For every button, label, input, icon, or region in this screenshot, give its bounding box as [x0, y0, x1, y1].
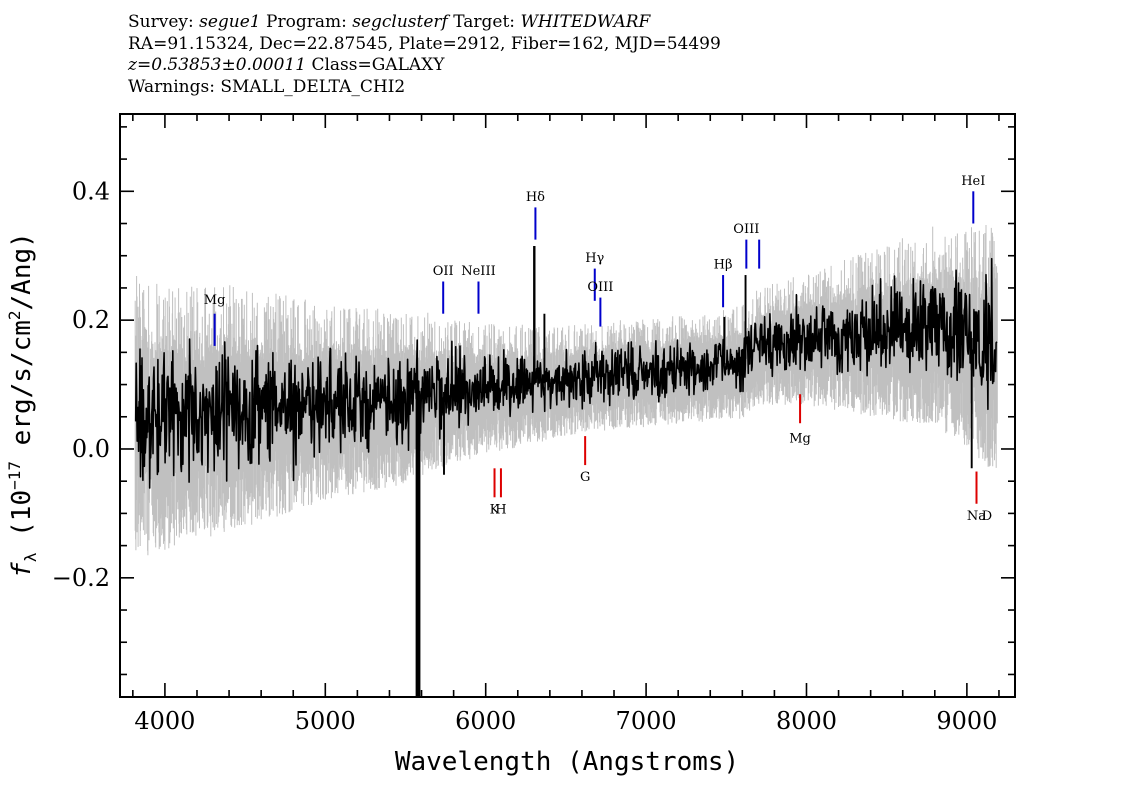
- emission-line-label: OII: [433, 264, 454, 279]
- survey-label: Survey:: [128, 12, 200, 32]
- flux-series: [134, 257, 998, 489]
- absorption-line-label: K: [490, 502, 500, 517]
- plot-frame: [119, 113, 1016, 698]
- absorption-line-label: D: [982, 509, 992, 524]
- x-tick-label: 4000: [134, 707, 195, 735]
- y-axis-f: f: [7, 562, 37, 578]
- x-tick-label: 8000: [776, 707, 837, 735]
- spectrum-header: Survey: segue1 Program: segclusterf Targ…: [128, 12, 721, 98]
- absorption-line-label: Na: [967, 509, 986, 524]
- y-tick-label: −0.2: [52, 564, 110, 592]
- absorption-line-label: Mg: [789, 432, 811, 447]
- target-label: Target:: [447, 12, 521, 32]
- y-tick-label: 0.4: [72, 177, 110, 205]
- emission-line-label: Hδ: [526, 190, 545, 205]
- emission-line-label: NeIII: [461, 264, 495, 279]
- y-axis-title: fλ (10−17 erg/s/cm2/Ang): [5, 232, 40, 578]
- program-value: segclusterf: [352, 12, 448, 32]
- y-axis-unit-exp: 2: [5, 310, 24, 320]
- redshift-value: z=0.53853±0.00011: [128, 55, 307, 75]
- emission-line-label: OIII: [587, 280, 613, 295]
- y-axis-sub: λ: [21, 552, 40, 562]
- x-tick-label: 6000: [455, 707, 516, 735]
- emission-line-label: Hγ: [585, 251, 604, 266]
- y-axis-suffix: /Ang): [7, 232, 37, 310]
- class-value: Class=GALAXY: [306, 55, 445, 75]
- program-label: Program:: [260, 12, 353, 32]
- header-line-survey: Survey: segue1 Program: segclusterf Targ…: [128, 12, 721, 34]
- y-tick-label: 0.0: [72, 435, 110, 463]
- survey-value: segue1: [199, 12, 261, 32]
- header-line-redshift: z=0.53853±0.00011 Class=GALAXY: [128, 55, 721, 77]
- y-axis-unit: erg/s/cm: [7, 320, 37, 461]
- axis-ticks: 4000 5000 6000 7000 8000 9000 −0.2 0.0 0.2 0.4: [52, 114, 1015, 735]
- x-tick-label: 9000: [936, 707, 997, 735]
- header-line-coordinates: RA=91.15324, Dec=22.87545, Plate=2912, F…: [128, 33, 721, 54]
- spectral-features: [415, 246, 973, 697]
- emission-line-label: OIII: [733, 222, 759, 237]
- absorption-line-label: H: [495, 502, 506, 517]
- flux-line: [134, 257, 998, 489]
- emission-line-label: Mg: [204, 293, 226, 308]
- y-axis-exp: −17: [5, 461, 24, 490]
- line-markers: Mg OII NeIII Hδ Hγ OIII Hβ OIII HeI KH G Mg NaD: [204, 174, 992, 524]
- target-value: WHITEDWARF: [520, 12, 651, 32]
- header-line-warnings: Warnings: SMALL_DELTA_CHI2: [128, 76, 406, 97]
- y-axis-mid: (10: [7, 490, 37, 553]
- x-axis-title: Wavelength (Angstroms): [395, 747, 739, 777]
- emission-line-label: HeI: [961, 174, 985, 189]
- emission-line-label: Hβ: [714, 258, 733, 273]
- y-tick-label: 0.2: [72, 306, 110, 334]
- absorption-line-label: G: [580, 470, 590, 485]
- x-tick-label: 5000: [295, 707, 356, 735]
- x-tick-label: 7000: [616, 707, 677, 735]
